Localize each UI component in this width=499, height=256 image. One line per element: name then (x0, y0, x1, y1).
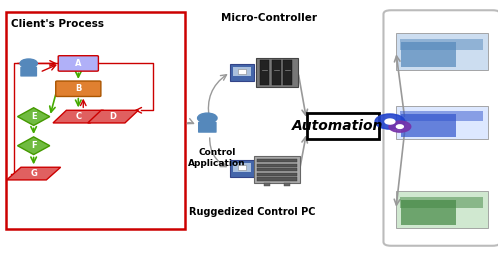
Text: B: B (75, 84, 81, 93)
FancyBboxPatch shape (306, 113, 379, 140)
FancyBboxPatch shape (401, 39, 483, 50)
FancyBboxPatch shape (271, 60, 280, 85)
FancyBboxPatch shape (401, 41, 456, 67)
FancyBboxPatch shape (401, 114, 456, 137)
FancyBboxPatch shape (401, 200, 456, 226)
FancyBboxPatch shape (396, 106, 488, 140)
Circle shape (375, 114, 405, 129)
Polygon shape (17, 108, 50, 125)
Text: Automation: Automation (292, 119, 383, 133)
FancyBboxPatch shape (255, 58, 298, 87)
Polygon shape (17, 137, 50, 155)
FancyBboxPatch shape (383, 10, 499, 246)
Text: Ruggedized Control PC: Ruggedized Control PC (189, 207, 315, 217)
Polygon shape (88, 110, 138, 123)
FancyBboxPatch shape (396, 33, 488, 70)
FancyBboxPatch shape (58, 56, 98, 71)
FancyBboxPatch shape (56, 81, 101, 97)
FancyBboxPatch shape (396, 191, 488, 228)
Text: E: E (31, 112, 36, 121)
Circle shape (385, 119, 395, 124)
FancyBboxPatch shape (259, 60, 268, 85)
FancyBboxPatch shape (238, 165, 246, 170)
FancyBboxPatch shape (401, 111, 483, 121)
FancyBboxPatch shape (20, 67, 37, 77)
FancyBboxPatch shape (257, 168, 296, 172)
FancyBboxPatch shape (233, 67, 251, 76)
FancyBboxPatch shape (230, 160, 254, 177)
FancyBboxPatch shape (254, 156, 299, 183)
Text: G: G (30, 169, 37, 178)
Text: A: A (75, 59, 81, 68)
FancyBboxPatch shape (283, 60, 292, 85)
Circle shape (389, 121, 411, 132)
Polygon shape (6, 167, 61, 180)
Circle shape (198, 113, 217, 123)
FancyBboxPatch shape (230, 64, 254, 81)
Text: Control
Application: Control Application (189, 148, 246, 168)
Text: Client's Process: Client's Process (11, 19, 104, 29)
Circle shape (396, 125, 403, 128)
FancyBboxPatch shape (6, 12, 185, 229)
Text: Micro-Controller: Micro-Controller (222, 13, 317, 23)
FancyBboxPatch shape (198, 122, 217, 133)
FancyBboxPatch shape (264, 183, 270, 186)
FancyBboxPatch shape (257, 177, 296, 180)
Text: F: F (31, 141, 36, 150)
FancyBboxPatch shape (233, 163, 251, 172)
Text: C: C (75, 112, 81, 121)
Text: D: D (110, 112, 117, 121)
FancyBboxPatch shape (257, 164, 296, 167)
FancyBboxPatch shape (257, 173, 296, 176)
Circle shape (20, 59, 37, 68)
FancyBboxPatch shape (284, 183, 290, 186)
Polygon shape (53, 110, 104, 123)
FancyBboxPatch shape (238, 69, 246, 74)
FancyBboxPatch shape (401, 197, 483, 208)
FancyBboxPatch shape (257, 159, 296, 162)
